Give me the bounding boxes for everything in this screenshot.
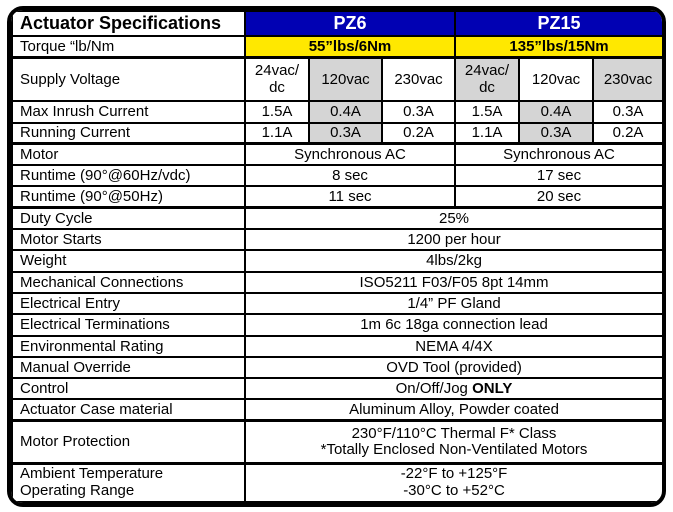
row-ambient-temperature: Ambient Temperature Operating Range -22°…: [11, 461, 662, 503]
row-motor: Motor Synchronous AC Synchronous AC: [11, 142, 662, 167]
row-running-current: Running Current 1.1A 0.3A 0.2A 1.1A 0.3A…: [11, 121, 662, 145]
mechanical-connections-value: ISO5211 F03/F05 8pt 14mm: [243, 270, 662, 294]
manual-override-label: Manual Override: [11, 355, 246, 380]
actuator-spec-table: Actuator Specifications PZ6 PZ15 Torque …: [11, 10, 662, 503]
weight-label: Weight: [11, 249, 246, 273]
case-material-label: Actuator Case material: [11, 398, 246, 422]
row-torque: Torque “lb/Nm 55”lbs/6Nm 135”lbs/15Nm: [11, 35, 662, 59]
row-max-inrush-current: Max Inrush Current 1.5A 0.4A 0.3A 1.5A 0…: [11, 100, 662, 124]
column-header-pz15: PZ15: [453, 10, 662, 38]
pz15-running-230: 0.2A: [591, 121, 662, 145]
pz6-voltage-230vac: 230vac: [381, 56, 456, 103]
ambient-temperature-value: -22°F to +125°F -30°C to +52°C: [243, 461, 662, 503]
pz15-voltage-24vac: 24vac/ dc: [454, 56, 520, 103]
max-inrush-label: Max Inrush Current: [11, 100, 246, 124]
supply-voltage-label: Supply Voltage: [11, 56, 246, 103]
row-control: Control On/Off/Jog ONLY: [11, 377, 662, 401]
row-electrical-terminations: Electrical Terminations 1m 6c 18ga conne…: [11, 313, 662, 337]
motor-label: Motor: [11, 142, 246, 167]
electrical-entry-label: Electrical Entry: [11, 291, 246, 316]
row-weight: Weight 4lbs/2kg: [11, 249, 662, 273]
pz6-inrush-120: 0.4A: [308, 100, 383, 124]
row-motor-protection: Motor Protection 230°F/110°C Thermal F* …: [11, 419, 662, 465]
pz6-running-230: 0.2A: [381, 121, 456, 145]
control-value-bold: ONLY: [472, 380, 513, 398]
torque-label: Torque “lb/Nm: [11, 35, 246, 59]
ambient-temperature-label: Ambient Temperature Operating Range: [11, 461, 246, 503]
motor-pz6-value: Synchronous AC: [244, 142, 456, 167]
runtime-50hz-pz6-value: 11 sec: [244, 185, 456, 209]
pz15-voltage-120vac: 120vac: [518, 56, 594, 103]
motor-protection-value: 230°F/110°C Thermal F* Class *Totally En…: [243, 419, 662, 465]
runtime-60hz-label: Runtime (90°@60Hz/vdc): [11, 164, 246, 188]
row-supply-voltage: Supply Voltage 24vac/ dc 120vac 230vac 2…: [11, 56, 662, 103]
row-runtime-50hz: Runtime (90°@50Hz) 11 sec 20 sec: [11, 185, 662, 209]
torque-pz15-value: 135”lbs/15Nm: [453, 35, 662, 59]
manual-override-value: OVD Tool (provided): [243, 355, 662, 380]
table-title: Actuator Specifications: [11, 10, 246, 38]
row-electrical-entry: Electrical Entry 1/4” PF Gland: [11, 291, 662, 316]
duty-cycle-label: Duty Cycle: [11, 206, 246, 231]
pz6-running-120: 0.3A: [308, 121, 383, 145]
electrical-entry-value: 1/4” PF Gland: [243, 291, 662, 316]
electrical-terminations-value: 1m 6c 18ga connection lead: [243, 313, 662, 337]
control-label: Control: [11, 377, 246, 401]
pz6-inrush-24: 1.5A: [244, 100, 310, 124]
header-row: Actuator Specifications PZ6 PZ15: [11, 10, 662, 38]
pz15-running-24: 1.1A: [454, 121, 520, 145]
motor-protection-label: Motor Protection: [11, 419, 246, 465]
motor-starts-label: Motor Starts: [11, 228, 246, 252]
row-runtime-60hz: Runtime (90°@60Hz/vdc) 8 sec 17 sec: [11, 164, 662, 188]
motor-starts-value: 1200 per hour: [243, 228, 662, 252]
pz6-running-24: 1.1A: [244, 121, 310, 145]
pz15-inrush-120: 0.4A: [518, 100, 594, 124]
row-manual-override: Manual Override OVD Tool (provided): [11, 355, 662, 380]
pz15-inrush-24: 1.5A: [454, 100, 520, 124]
pz15-running-120: 0.3A: [518, 121, 594, 145]
pz15-inrush-230: 0.3A: [591, 100, 662, 124]
electrical-terminations-label: Electrical Terminations: [11, 313, 246, 337]
runtime-60hz-pz15-value: 17 sec: [453, 164, 662, 188]
column-header-pz6: PZ6: [244, 10, 456, 38]
case-material-value: Aluminum Alloy, Powder coated: [243, 398, 662, 422]
row-case-material: Actuator Case material Aluminum Alloy, P…: [11, 398, 662, 422]
torque-pz6-value: 55”lbs/6Nm: [244, 35, 456, 59]
runtime-60hz-pz6-value: 8 sec: [244, 164, 456, 188]
pz6-voltage-24vac: 24vac/ dc: [244, 56, 310, 103]
spec-table-frame: Actuator Specifications PZ6 PZ15 Torque …: [7, 6, 666, 507]
runtime-50hz-pz15-value: 20 sec: [453, 185, 662, 209]
weight-value: 4lbs/2kg: [243, 249, 662, 273]
row-duty-cycle: Duty Cycle 25%: [11, 206, 662, 231]
row-motor-starts: Motor Starts 1200 per hour: [11, 228, 662, 252]
pz15-voltage-230vac: 230vac: [591, 56, 662, 103]
environmental-rating-value: NEMA 4/4X: [243, 334, 662, 358]
row-environmental-rating: Environmental Rating NEMA 4/4X: [11, 334, 662, 358]
duty-cycle-value: 25%: [243, 206, 662, 231]
running-current-label: Running Current: [11, 121, 246, 145]
pz6-voltage-120vac: 120vac: [308, 56, 383, 103]
runtime-50hz-label: Runtime (90°@50Hz): [11, 185, 246, 209]
environmental-rating-label: Environmental Rating: [11, 334, 246, 358]
motor-pz15-value: Synchronous AC: [453, 142, 662, 167]
pz6-inrush-230: 0.3A: [381, 100, 456, 124]
control-value: On/Off/Jog ONLY: [243, 377, 662, 401]
mechanical-connections-label: Mechanical Connections: [11, 270, 246, 294]
row-mechanical-connections: Mechanical Connections ISO5211 F03/F05 8…: [11, 270, 662, 294]
